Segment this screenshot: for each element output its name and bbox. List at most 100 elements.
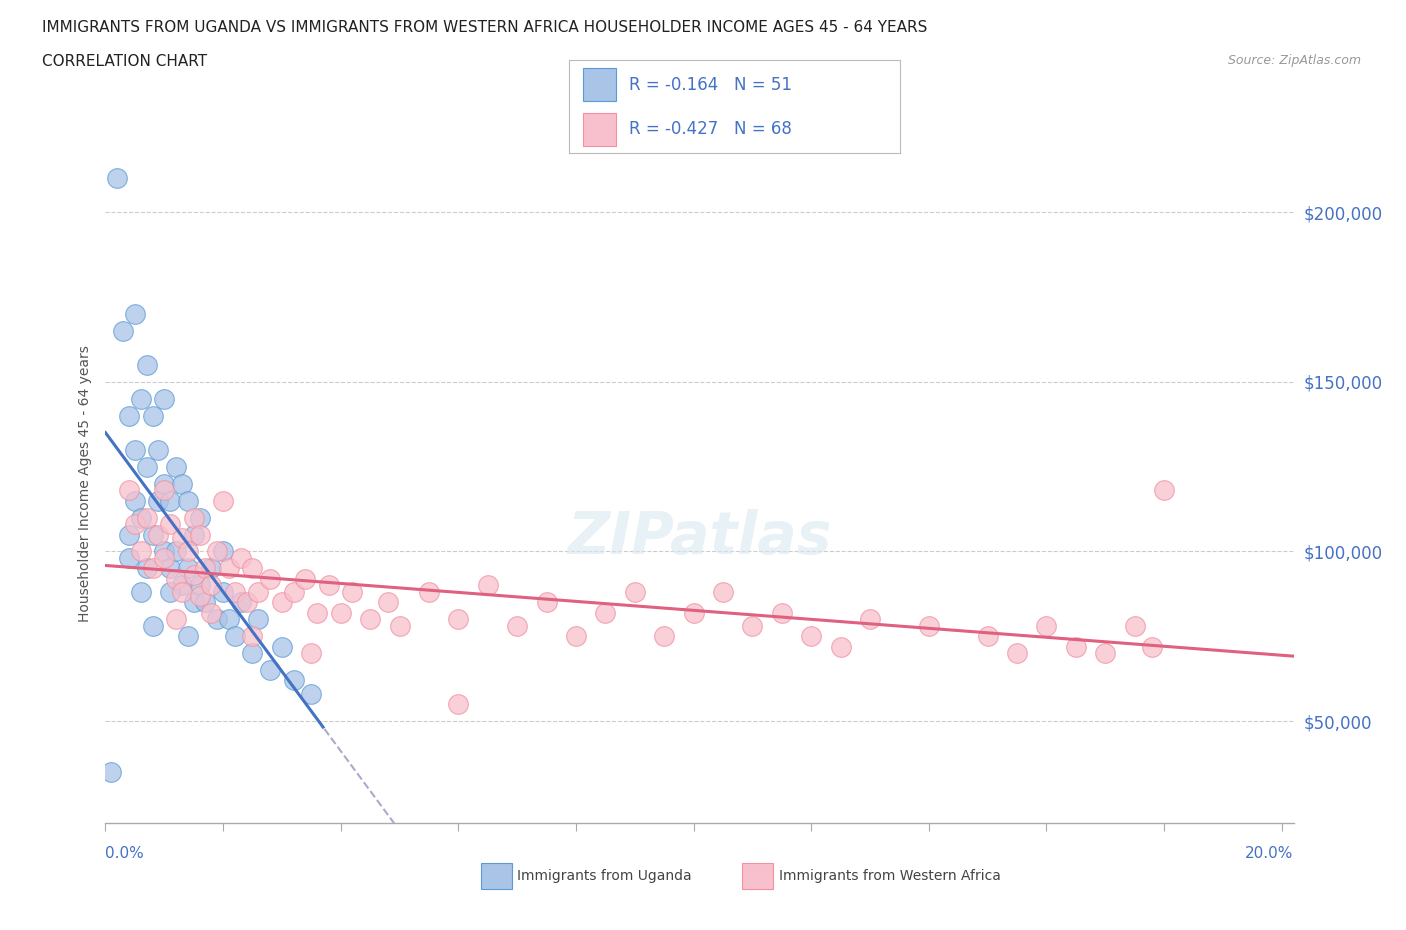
Point: [477, 578, 499, 593]
Point: [124, 517, 146, 532]
Point: [536, 595, 558, 610]
Point: [135, 459, 157, 474]
Point: [242, 646, 264, 661]
Text: CORRELATION CHART: CORRELATION CHART: [42, 54, 207, 69]
Point: [124, 493, 146, 508]
Point: [135, 357, 157, 372]
Point: [183, 527, 205, 542]
Point: [247, 612, 270, 627]
Point: [418, 585, 440, 600]
Point: [183, 568, 205, 583]
Point: [105, 171, 128, 186]
Point: [159, 585, 181, 600]
Point: [652, 629, 675, 644]
Point: [141, 527, 163, 542]
Point: [159, 517, 181, 532]
FancyBboxPatch shape: [582, 113, 616, 146]
Y-axis label: Householder Income Ages 45 - 64 years: Householder Income Ages 45 - 64 years: [79, 345, 93, 622]
Text: ZIPatlas: ZIPatlas: [567, 510, 832, 566]
Point: [118, 483, 141, 498]
Point: [1094, 646, 1116, 661]
Point: [1035, 618, 1057, 633]
Point: [259, 571, 281, 586]
Point: [200, 578, 222, 593]
Point: [170, 476, 193, 491]
Point: [148, 493, 170, 508]
Point: [141, 408, 163, 423]
Point: [153, 544, 176, 559]
Point: [565, 629, 588, 644]
Point: [918, 618, 941, 633]
Point: [218, 561, 240, 576]
Point: [170, 578, 193, 593]
Point: [188, 578, 211, 593]
Point: [1064, 639, 1087, 654]
Point: [1005, 646, 1028, 661]
Point: [165, 612, 187, 627]
Point: [129, 392, 152, 406]
Point: [377, 595, 399, 610]
Point: [100, 764, 122, 779]
Point: [118, 527, 141, 542]
Text: 20.0%: 20.0%: [1246, 846, 1294, 861]
Point: [135, 511, 157, 525]
Text: R = -0.427   N = 68: R = -0.427 N = 68: [628, 120, 792, 139]
Point: [148, 443, 170, 458]
Point: [283, 673, 305, 688]
Point: [118, 408, 141, 423]
Point: [800, 629, 823, 644]
Point: [830, 639, 852, 654]
Point: [270, 595, 292, 610]
FancyBboxPatch shape: [582, 68, 616, 101]
Point: [770, 605, 793, 620]
Point: [205, 612, 228, 627]
Point: [170, 585, 193, 600]
Point: [447, 612, 470, 627]
Text: R = -0.164   N = 51: R = -0.164 N = 51: [628, 75, 792, 94]
Point: [242, 561, 264, 576]
Point: [177, 493, 200, 508]
Point: [242, 629, 264, 644]
Point: [165, 459, 187, 474]
Point: [177, 544, 200, 559]
Text: 0.0%: 0.0%: [105, 846, 145, 861]
Point: [148, 527, 170, 542]
Point: [200, 561, 222, 576]
Point: [212, 493, 235, 508]
Point: [359, 612, 381, 627]
Point: [329, 605, 352, 620]
Point: [235, 595, 257, 610]
Point: [1123, 618, 1146, 633]
Point: [177, 629, 200, 644]
Point: [224, 585, 246, 600]
Point: [299, 686, 322, 701]
Point: [159, 561, 181, 576]
Point: [170, 530, 193, 545]
Point: [141, 618, 163, 633]
Point: [153, 392, 176, 406]
Point: [135, 561, 157, 576]
Text: Immigrants from Western Africa: Immigrants from Western Africa: [779, 869, 1001, 883]
Point: [165, 571, 187, 586]
Point: [183, 511, 205, 525]
Point: [294, 571, 316, 586]
Point: [183, 595, 205, 610]
Point: [177, 561, 200, 576]
Point: [153, 551, 176, 565]
Point: [188, 511, 211, 525]
Point: [141, 561, 163, 576]
Point: [188, 588, 211, 603]
Point: [218, 612, 240, 627]
Text: Immigrants from Uganda: Immigrants from Uganda: [517, 869, 692, 883]
Point: [1153, 483, 1175, 498]
Point: [388, 618, 411, 633]
Point: [682, 605, 704, 620]
Point: [200, 605, 222, 620]
Point: [270, 639, 292, 654]
Point: [711, 585, 734, 600]
Point: [307, 605, 329, 620]
Point: [153, 483, 176, 498]
Point: [595, 605, 617, 620]
Point: [124, 443, 146, 458]
Point: [153, 476, 176, 491]
